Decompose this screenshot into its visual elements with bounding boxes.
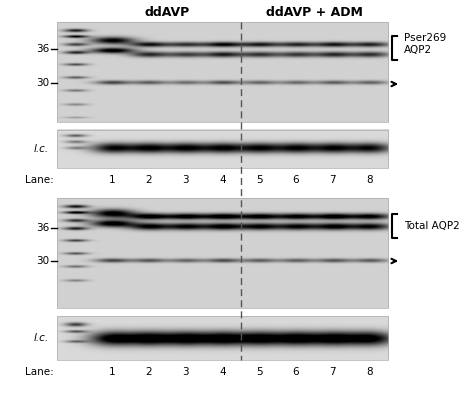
Text: 8: 8 — [366, 175, 373, 185]
Text: 4: 4 — [219, 175, 226, 185]
Text: 6: 6 — [293, 175, 299, 185]
Text: 6: 6 — [293, 367, 299, 377]
Text: Pser269
AQP2: Pser269 AQP2 — [404, 33, 446, 55]
Bar — [57, 130, 388, 168]
Text: 2: 2 — [146, 367, 152, 377]
Text: ddAVP: ddAVP — [145, 6, 190, 19]
Text: 4: 4 — [219, 367, 226, 377]
Text: 5: 5 — [256, 367, 263, 377]
Text: Total AQP2: Total AQP2 — [404, 221, 460, 231]
Text: l.c.: l.c. — [34, 333, 49, 343]
Bar — [57, 198, 388, 308]
Text: ddAVP + ADM: ddAVP + ADM — [266, 6, 363, 19]
Text: 3: 3 — [182, 367, 189, 377]
Text: Lane:: Lane: — [25, 175, 54, 185]
Text: 30: 30 — [36, 256, 49, 266]
Text: 7: 7 — [330, 175, 336, 185]
Text: 36: 36 — [36, 44, 49, 54]
Text: 8: 8 — [366, 367, 373, 377]
Text: 7: 7 — [330, 367, 336, 377]
Text: 2: 2 — [146, 175, 152, 185]
Text: l.c.: l.c. — [34, 144, 49, 154]
Text: 5: 5 — [256, 175, 263, 185]
Bar — [57, 316, 388, 360]
Text: 1: 1 — [109, 175, 115, 185]
Text: Lane:: Lane: — [25, 367, 54, 377]
Bar — [57, 22, 388, 122]
Text: 3: 3 — [182, 175, 189, 185]
Text: 36: 36 — [36, 223, 49, 233]
Text: 30: 30 — [36, 78, 49, 88]
Text: 1: 1 — [109, 367, 115, 377]
